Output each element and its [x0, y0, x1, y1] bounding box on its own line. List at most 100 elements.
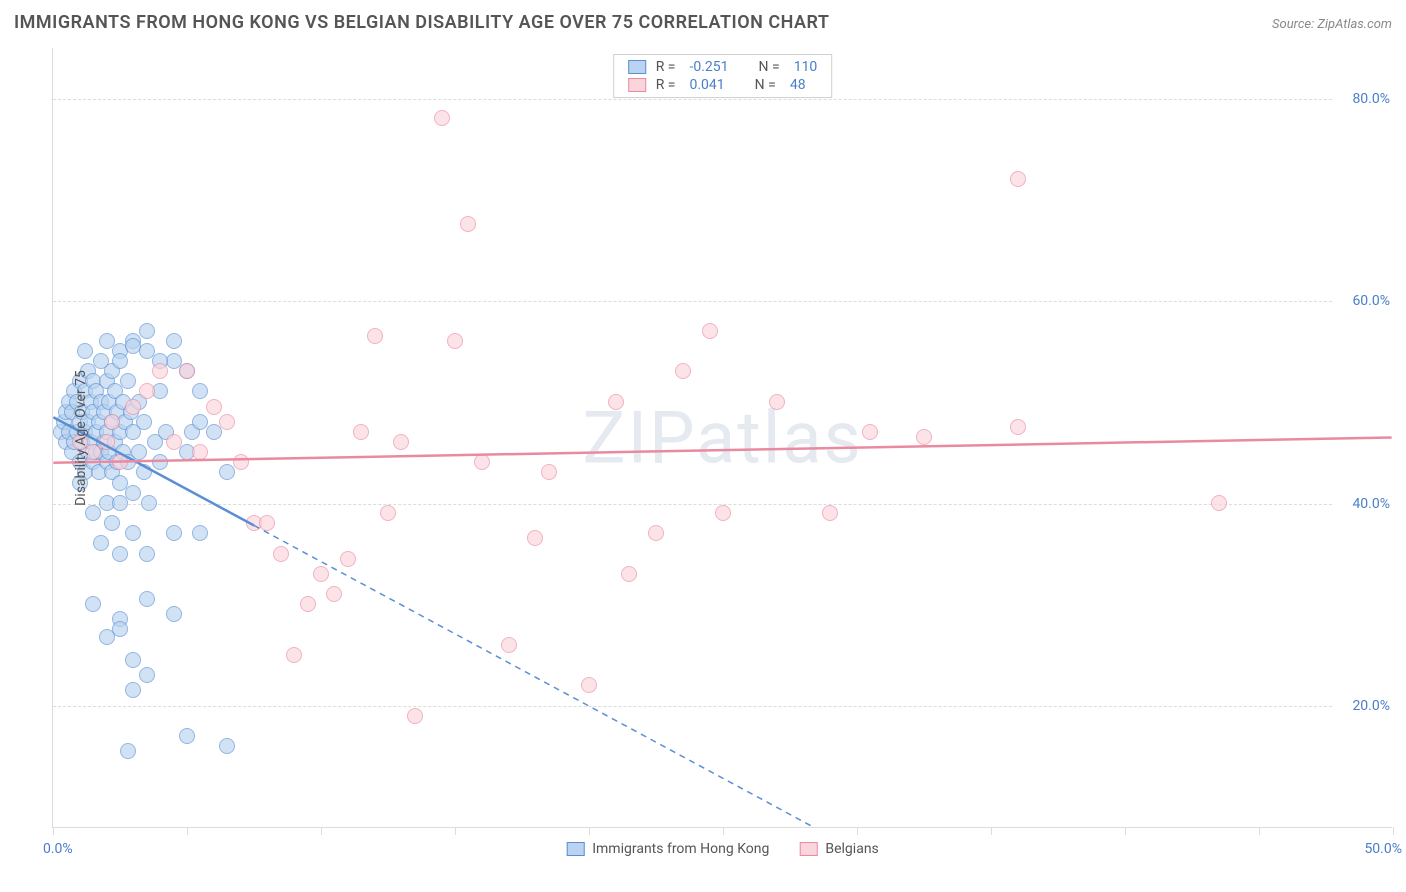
data-point [460, 216, 476, 232]
data-point [166, 606, 182, 622]
legend-item-hk: Immigrants from Hong Kong [566, 841, 769, 857]
data-point [340, 551, 356, 567]
data-point [702, 323, 718, 339]
data-point [1010, 171, 1026, 187]
gridline [53, 301, 1392, 302]
data-point [179, 363, 195, 379]
x-tick [991, 827, 992, 835]
data-point [326, 586, 342, 602]
data-point [192, 444, 208, 460]
data-point [527, 530, 543, 546]
data-point [125, 525, 141, 541]
data-point [434, 110, 450, 126]
r-value-be: 0.041 [689, 77, 724, 93]
data-point [353, 424, 369, 440]
y-axis-title: Disability Age Over 75 [73, 370, 89, 506]
data-point [380, 505, 396, 521]
data-point [85, 505, 101, 521]
data-point [769, 394, 785, 410]
data-point [192, 525, 208, 541]
trendlines-layer [53, 48, 1392, 827]
data-point [219, 464, 235, 480]
series-name-be: Belgians [825, 841, 878, 857]
data-point [104, 515, 120, 531]
x-tick [1393, 827, 1394, 835]
data-point [675, 363, 691, 379]
data-point [192, 383, 208, 399]
data-point [166, 333, 182, 349]
x-tick [455, 827, 456, 835]
x-axis-min-label: 0.0% [43, 841, 73, 857]
swatch-be [628, 78, 646, 92]
data-point [112, 546, 128, 562]
data-point [139, 667, 155, 683]
data-point [112, 621, 128, 637]
data-point [166, 434, 182, 450]
correlation-legend: R = -0.251 N = 110 R = 0.041 N = 48 [613, 54, 833, 98]
y-tick-label: 20.0% [1334, 698, 1394, 714]
x-tick [589, 827, 590, 835]
data-point [286, 647, 302, 663]
x-tick [723, 827, 724, 835]
legend-item-be: Belgians [799, 841, 878, 857]
data-point [219, 738, 235, 754]
data-point [125, 338, 141, 354]
data-point [621, 566, 637, 582]
x-tick [857, 827, 858, 835]
y-tick-label: 40.0% [1334, 496, 1394, 512]
data-point [219, 414, 235, 430]
legend-row-hk: R = -0.251 N = 110 [628, 59, 818, 75]
data-point [393, 434, 409, 450]
data-point [233, 454, 249, 470]
r-label: R = [656, 77, 676, 93]
y-tick-label: 80.0% [1334, 91, 1394, 107]
data-point [93, 535, 109, 551]
data-point [152, 454, 168, 470]
x-tick [1125, 827, 1126, 835]
x-axis-max-label: 50.0% [1364, 841, 1402, 857]
n-value-hk: 110 [794, 59, 818, 75]
data-point [139, 383, 155, 399]
data-point [259, 515, 275, 531]
data-point [112, 353, 128, 369]
data-point [1010, 419, 1026, 435]
data-point [447, 333, 463, 349]
n-label: N = [759, 59, 780, 75]
data-point [125, 682, 141, 698]
r-label: R = [656, 59, 676, 75]
data-point [273, 546, 289, 562]
chart-plot-area: ZIPatlas 20.0%40.0%60.0%80.0% Disability… [52, 48, 1392, 828]
data-point [501, 637, 517, 653]
data-point [125, 485, 141, 501]
x-tick [187, 827, 188, 835]
x-tick [321, 827, 322, 835]
data-point [136, 414, 152, 430]
data-point [192, 414, 208, 430]
data-point [608, 394, 624, 410]
swatch-be [799, 842, 817, 856]
x-tick [1259, 827, 1260, 835]
data-point [120, 373, 136, 389]
data-point [300, 596, 316, 612]
data-point [1211, 495, 1227, 511]
data-point [139, 323, 155, 339]
legend-row-be: R = 0.041 N = 48 [628, 77, 818, 93]
n-value-be: 48 [790, 77, 806, 93]
chart-title: IMMIGRANTS FROM HONG KONG VS BELGIAN DIS… [14, 12, 829, 33]
watermark: ZIPatlas [582, 395, 862, 480]
gridline [53, 706, 1392, 707]
data-point [136, 464, 152, 480]
data-point [715, 505, 731, 521]
gridline [53, 99, 1392, 100]
data-point [99, 434, 115, 450]
data-point [407, 708, 423, 724]
data-point [77, 343, 93, 359]
data-point [152, 363, 168, 379]
data-point [648, 525, 664, 541]
source-attribution: Source: ZipAtlas.com [1272, 17, 1392, 32]
data-point [179, 728, 195, 744]
swatch-hk [628, 60, 646, 74]
data-point [139, 546, 155, 562]
data-point [112, 495, 128, 511]
data-point [541, 464, 557, 480]
